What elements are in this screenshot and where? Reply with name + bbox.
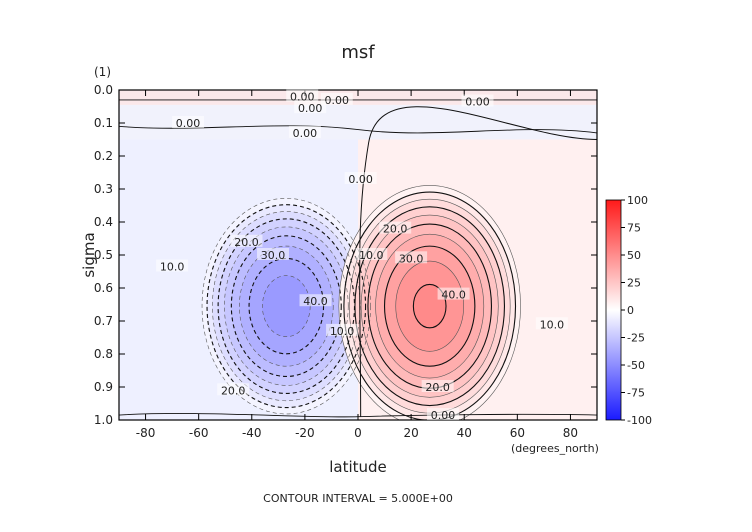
contour-label: 0.00 — [176, 117, 201, 130]
northern-hadley-cell-contour-10 — [343, 191, 517, 420]
y-tick-label: 0.1 — [94, 116, 113, 130]
y-tick-label: 0.3 — [94, 182, 113, 196]
contour-label-bg — [299, 294, 332, 307]
zero-contour-equator — [359, 106, 597, 417]
colorbar-tick-label: 50 — [627, 249, 641, 262]
contour-label-bg — [320, 92, 353, 105]
contour-label: 10.0 — [330, 325, 355, 338]
contour-label: 30.0 — [399, 252, 424, 265]
y-tick-label: 0.8 — [94, 347, 113, 361]
contour-label: 30.0 — [261, 249, 286, 262]
contour-label: 20.0 — [425, 381, 450, 394]
y-tick-label: 1.0 — [94, 413, 113, 427]
y-tick-label: 0.0 — [94, 83, 113, 97]
x-tick-label: -80 — [136, 426, 156, 440]
colorbar-tick-label: 25 — [627, 277, 641, 290]
colorbar — [605, 199, 622, 421]
colorbar-ticks: 100 75 50 25 0 -25 -50 -75 -100 — [621, 194, 652, 427]
contour-label-bg — [379, 221, 412, 234]
colorbar-tick-label: -75 — [627, 387, 645, 400]
contour-label: 0.00 — [465, 96, 490, 109]
northern-hadley-cell-contour-20 — [354, 206, 506, 407]
contour-label: 40.0 — [303, 295, 328, 308]
contour-label-bg — [535, 317, 568, 330]
northern-hadley-cell-contour-5 — [338, 185, 521, 420]
southern-hadley-cell-fill-45 — [262, 275, 311, 337]
x-tick-label: -40 — [242, 426, 262, 440]
x-tick-label: 20 — [403, 426, 418, 440]
colorbar-tick-label: -25 — [627, 332, 645, 345]
contour-label-bg — [288, 125, 321, 138]
contour-label: 10.0 — [540, 318, 565, 331]
contour-label-bg — [437, 287, 470, 300]
southern-hadley-cell-contour-5 — [201, 198, 371, 415]
chart-title: msf — [341, 42, 375, 63]
contour-label-bg — [355, 248, 388, 260]
contour-labels: 0.00 0.000.000.000.000.000.0010.020.030.0… — [156, 89, 568, 422]
contour-label-bg — [286, 89, 319, 102]
x-tick-label: -60 — [189, 426, 209, 440]
northern-hadley-cell-contour-45 — [395, 260, 464, 352]
contour-label: 40.0 — [441, 289, 466, 302]
contour-label-bg — [461, 94, 494, 107]
colorbar-tick-label: -50 — [627, 359, 645, 372]
northern-hadley-cell-contour-50 — [412, 283, 447, 329]
x-axis-label: latitude — [329, 458, 387, 476]
contour-label-bg — [172, 116, 205, 128]
contour-label-bg — [217, 383, 250, 396]
northern-hadley-cell-contour-40 — [383, 245, 476, 367]
units-label: (1) — [94, 65, 111, 79]
y-tick-label: 0.4 — [94, 215, 113, 229]
contour-label: 10.0 — [160, 261, 185, 274]
contour-label: 20.0 — [221, 384, 246, 397]
southern-hadley-cell-contour-35 — [239, 245, 334, 367]
colorbar-tick-label: 0 — [627, 304, 634, 317]
y-tick-label: 0.9 — [94, 380, 113, 394]
y-tick-label: 0.2 — [94, 149, 113, 163]
x-tick-label: 60 — [510, 426, 525, 440]
contour-label-bg — [421, 380, 454, 392]
contour-label-bg — [426, 408, 459, 421]
contour-label: 0.00 — [293, 127, 318, 140]
contour-label-bg — [156, 259, 189, 272]
northern-hadley-cell-contour-35 — [375, 233, 485, 379]
axes: -80 -60 -40 -20 0 20 40 60 80 0.0 0.1 0.2 0.3 0.4 0.5 0… — [94, 83, 597, 440]
contour-label-bg — [230, 234, 263, 247]
contour-label-bg — [294, 101, 327, 114]
contour-label-bg — [395, 251, 428, 264]
contour-label-bg — [326, 323, 359, 336]
contour-label: 0.00 — [325, 94, 350, 107]
contour-label-bg — [257, 248, 290, 260]
contour-label: 0.00 — [290, 91, 315, 104]
contour-label: 0.00 — [348, 173, 373, 186]
contour-label: 0.00 — [298, 102, 323, 115]
colorbar-tick-label: -100 — [627, 414, 652, 427]
southern-hadley-cell-contour-30 — [230, 235, 342, 378]
colorbar-tick-label: 75 — [627, 222, 641, 235]
y-tick-label: 0.5 — [94, 248, 113, 262]
contour-label: 10.0 — [359, 249, 384, 262]
contour-interval-footer: CONTOUR INTERVAL = 5.000E+00 — [263, 492, 453, 505]
contour-label: 0.00 — [431, 409, 456, 422]
y-tick-label: 0.6 — [94, 281, 113, 295]
southern-hadley-cell-contour-25 — [224, 226, 349, 386]
northern-hadley-cell-contour-25 — [360, 214, 499, 398]
colorbar-tick-label: 100 — [627, 194, 648, 207]
x-tick-label: 80 — [563, 426, 578, 440]
contour-label-bg — [344, 172, 377, 185]
southern-hadley-cell-contour-10 — [206, 204, 367, 409]
x-units-note: (degrees_north) — [511, 442, 599, 455]
x-tick-label: -20 — [295, 426, 315, 440]
y-tick-label: 0.7 — [94, 314, 113, 328]
x-tick-label: 40 — [457, 426, 472, 440]
contour-label: 20.0 — [383, 223, 408, 236]
x-tick-label: 0 — [354, 426, 362, 440]
contour-label: 20.0 — [234, 236, 259, 249]
y-axis-label: sigma — [80, 232, 98, 277]
field-shading — [119, 90, 597, 420]
